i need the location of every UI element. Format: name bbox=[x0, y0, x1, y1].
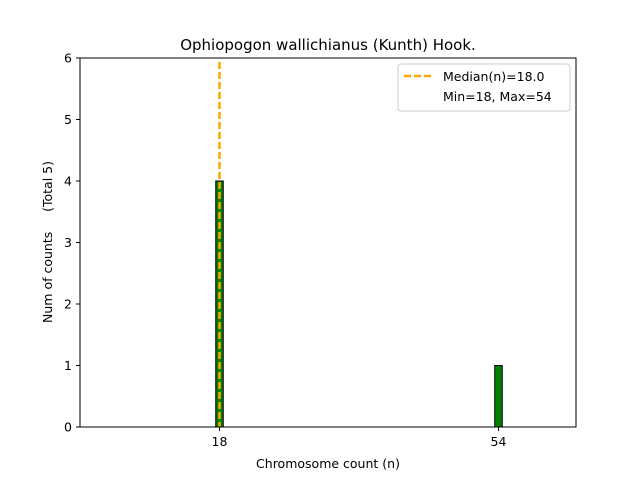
y-axis-ticks: 0 1 2 3 4 5 6 bbox=[64, 51, 80, 435]
y-axis-label: Num of counts (Total 5) bbox=[40, 161, 55, 323]
plot-area bbox=[80, 58, 576, 427]
x-axis-ticks: 18 54 bbox=[212, 427, 507, 449]
y-tick-label: 0 bbox=[64, 420, 72, 435]
legend-median-label: Median(n)=18.0 bbox=[443, 69, 544, 84]
y-tick-label: 2 bbox=[64, 297, 72, 312]
bar-54 bbox=[494, 365, 503, 428]
y-tick-label: 3 bbox=[64, 235, 72, 250]
chart-title: Ophiopogon wallichianus (Kunth) Hook. bbox=[180, 36, 476, 54]
x-tick-label: 54 bbox=[491, 434, 507, 449]
x-tick-label: 18 bbox=[212, 434, 228, 449]
y-tick-label: 1 bbox=[64, 358, 72, 373]
y-tick-label: 4 bbox=[64, 174, 72, 189]
legend: Median(n)=18.0 Min=18, Max=54 bbox=[397, 63, 571, 112]
legend-minmax-label: Min=18, Max=54 bbox=[443, 89, 552, 104]
y-tick-label: 5 bbox=[64, 112, 72, 127]
y-tick-label: 6 bbox=[64, 51, 72, 66]
x-axis-label: Chromosome count (n) bbox=[256, 456, 400, 471]
legend-box bbox=[397, 63, 571, 112]
